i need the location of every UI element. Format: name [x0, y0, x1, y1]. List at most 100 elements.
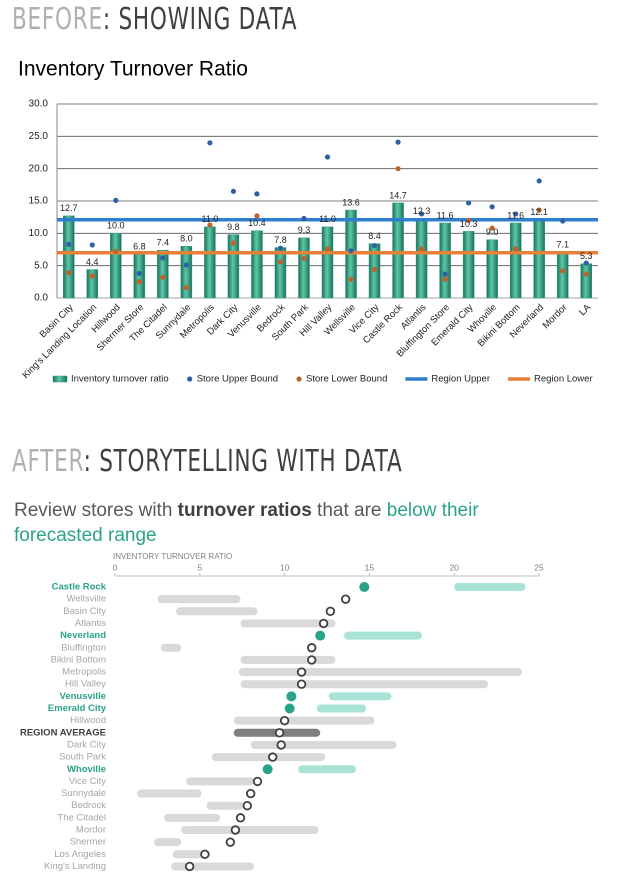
ratio-dot	[262, 764, 273, 775]
forecast-range	[343, 631, 422, 640]
bound-dot	[89, 273, 95, 279]
title-part: below their forecasted range	[14, 500, 479, 546]
ratio-dot	[307, 643, 317, 653]
ratio-dot	[318, 618, 329, 629]
legend-swatch	[187, 376, 193, 382]
legend-swatch	[296, 376, 302, 382]
bound-dot	[230, 240, 237, 246]
legend-label: Store Lower Bound	[306, 374, 387, 385]
forecast-range	[170, 862, 255, 871]
data-label: 12.1	[530, 207, 548, 217]
x-tick-label: 25	[534, 562, 544, 572]
data-label: 4.4	[86, 257, 99, 267]
data-label: 14.7	[389, 190, 407, 200]
y-tick-label: 30.0	[29, 99, 49, 110]
chart-title: Review stores with turnover ratios that …	[14, 498, 554, 548]
data-label: 11.6	[437, 210, 454, 220]
bound-dot	[466, 200, 472, 206]
legend-label: Inventory turnover ratio	[71, 374, 169, 385]
row-label: Castle Rock	[52, 582, 107, 593]
data-label: 11.0	[201, 214, 218, 224]
data-label: 10.3	[460, 219, 478, 229]
bar	[204, 226, 216, 299]
ratio-dot	[274, 728, 285, 738]
row-label: Emerald City	[48, 703, 107, 714]
bound-dot	[254, 213, 260, 219]
bound-dot	[489, 204, 495, 210]
data-label: 9.0	[486, 227, 499, 237]
x-tick-label: 10	[280, 562, 290, 572]
row-label: Hillwood	[70, 715, 106, 726]
bound-dot	[560, 268, 566, 274]
forecast-range	[250, 740, 397, 749]
ratio-dot	[296, 679, 307, 689]
y-tick-label: 20.0	[29, 163, 49, 174]
row-label: South Park	[59, 752, 106, 763]
bar	[580, 263, 592, 299]
x-tick-label: LA	[577, 302, 593, 318]
bound-dot	[560, 218, 566, 224]
ratio-dot	[268, 752, 278, 762]
bound-dot	[418, 211, 425, 217]
bar	[462, 231, 475, 299]
forecast-range	[157, 595, 241, 604]
bound-dot	[301, 215, 307, 222]
ratio-dot	[307, 655, 317, 665]
bar	[227, 234, 240, 299]
legend-label: Region Lower	[534, 374, 593, 385]
title-part: Review stores with	[14, 500, 178, 521]
y-tick-label: 0.0	[34, 293, 48, 304]
row-label: Atlantis	[75, 618, 106, 629]
ratio-dot	[252, 776, 263, 787]
row-label: Los Angeles	[54, 849, 106, 860]
y-tick-label: 15.0	[29, 196, 49, 207]
forecast-range	[164, 813, 221, 822]
x-tick-label: 5	[197, 562, 202, 572]
ratio-dot	[230, 825, 241, 835]
bound-dot	[536, 207, 542, 213]
bar	[321, 226, 334, 299]
data-label: 9.8	[227, 222, 240, 232]
section-header: AFTER: STORYTELLING WITH DATA	[12, 444, 402, 480]
bound-dot	[230, 188, 237, 194]
data-label: 9.3	[298, 225, 311, 235]
ratio-dot	[279, 715, 290, 726]
y-tick-label: 25.0	[29, 131, 49, 142]
ratio-dot	[200, 849, 210, 859]
ratio-dot	[286, 691, 297, 702]
bound-dot	[113, 197, 119, 203]
data-label: 5.3	[580, 251, 593, 261]
forecast-range	[137, 789, 202, 798]
data-label: 10.4	[248, 218, 266, 228]
data-label: 13.6	[342, 197, 360, 207]
title-part: turnover ratios	[177, 500, 312, 521]
legend-label: Region Upper	[431, 374, 490, 385]
bound-dot	[160, 255, 166, 261]
forecast-range	[176, 607, 258, 616]
bar	[556, 251, 569, 299]
row-label: Whoville	[67, 764, 106, 775]
ratio-dot	[276, 740, 286, 750]
ratio-dot	[325, 606, 336, 616]
forecast-range	[316, 704, 367, 713]
y-tick-label: 5.0	[34, 260, 48, 271]
bar	[180, 246, 193, 299]
bound-dot	[324, 246, 331, 252]
ratio-dot	[184, 861, 195, 872]
bound-dot	[254, 191, 260, 197]
legend-label: Store Upper Bound	[197, 374, 278, 385]
data-label: 11.6	[507, 210, 524, 220]
forecast-range	[154, 838, 182, 847]
ratio-dot	[296, 667, 307, 677]
bar	[509, 222, 522, 299]
data-label: 12.7	[60, 203, 78, 213]
data-label: 12.3	[413, 206, 431, 216]
bound-dot	[348, 276, 354, 282]
row-label: King's Landing	[44, 861, 106, 872]
forecast-range	[206, 801, 244, 810]
bound-dot	[442, 271, 448, 277]
forecast-range	[160, 643, 182, 652]
x-tick-label: 0	[113, 562, 118, 572]
row-label: Bedrock	[71, 800, 106, 811]
